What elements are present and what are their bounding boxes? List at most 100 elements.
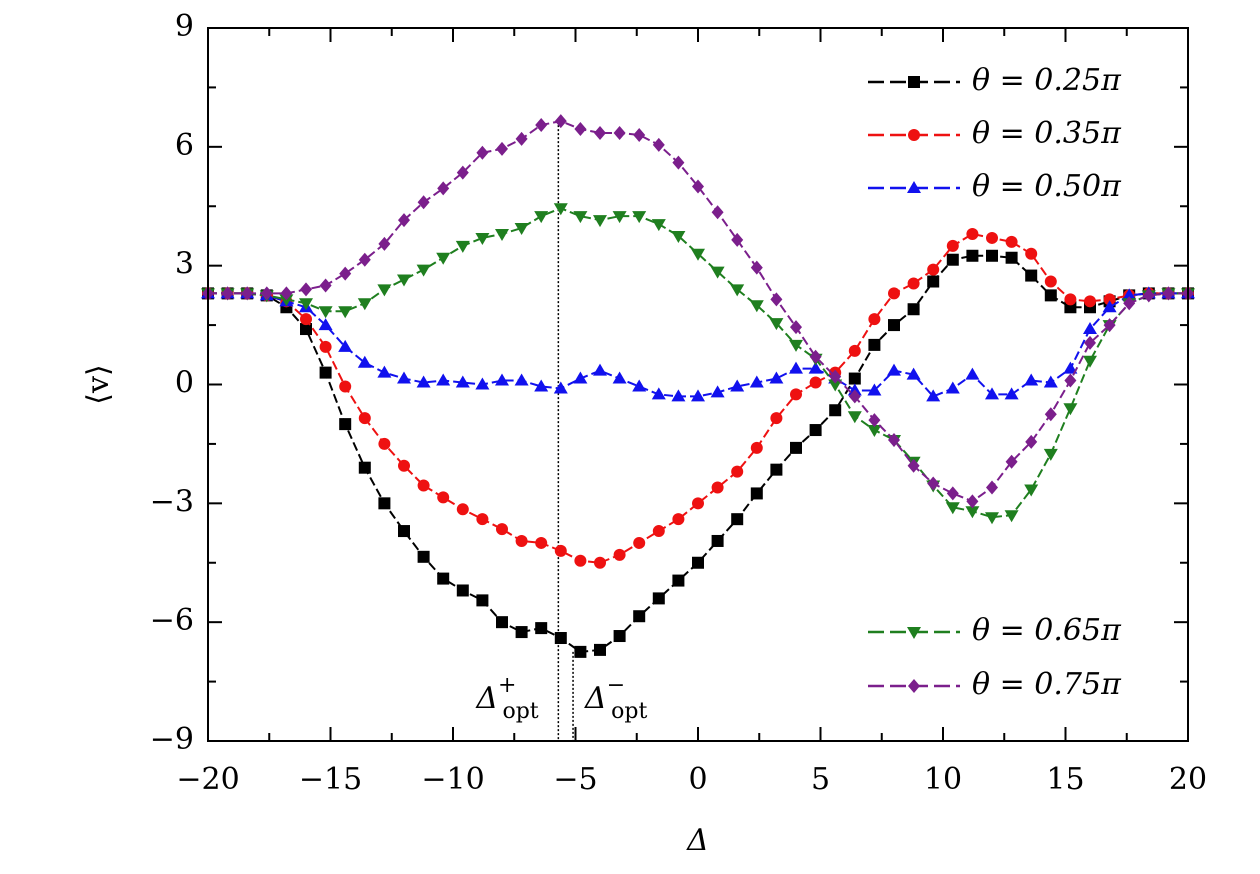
annotation-sup: + xyxy=(498,673,516,698)
marker xyxy=(966,227,979,240)
y-tick-label: 6 xyxy=(175,128,194,163)
marker xyxy=(907,458,920,473)
marker xyxy=(1044,407,1057,422)
marker xyxy=(416,264,431,277)
marker xyxy=(692,556,704,569)
marker xyxy=(888,432,900,447)
marker xyxy=(651,219,666,232)
annotation-label: Δ− opt xyxy=(584,673,647,724)
marker xyxy=(828,379,843,392)
marker xyxy=(750,260,763,275)
marker xyxy=(339,266,352,281)
marker xyxy=(790,388,802,401)
marker xyxy=(769,371,784,384)
annotation-sub: opt xyxy=(502,699,538,724)
marker xyxy=(1043,375,1058,388)
marker xyxy=(985,387,999,400)
marker xyxy=(594,125,606,140)
marker xyxy=(613,125,626,140)
marker xyxy=(398,525,410,538)
marker xyxy=(652,592,665,605)
marker xyxy=(437,572,450,585)
marker xyxy=(749,375,764,388)
marker xyxy=(652,137,665,152)
marker xyxy=(475,377,490,390)
marker xyxy=(456,584,469,597)
legend-label: θ = 0.25π xyxy=(972,63,1122,98)
marker xyxy=(632,211,647,224)
marker xyxy=(534,211,549,224)
marker xyxy=(731,232,744,247)
marker xyxy=(319,278,332,293)
marker xyxy=(319,340,332,353)
marker xyxy=(730,284,745,297)
marker xyxy=(1044,289,1057,302)
x-tick-label: −10 xyxy=(421,762,484,797)
legend-label: θ = 0.75π xyxy=(972,667,1122,702)
marker xyxy=(652,525,665,538)
marker xyxy=(907,277,920,290)
marker xyxy=(908,679,920,693)
marker xyxy=(868,413,881,428)
marker xyxy=(535,118,548,133)
marker xyxy=(946,486,959,501)
marker xyxy=(848,372,861,385)
marker xyxy=(397,371,411,384)
y-tick-label: −9 xyxy=(150,722,194,757)
marker xyxy=(808,361,823,374)
marker xyxy=(378,236,391,251)
marker xyxy=(867,383,882,396)
marker xyxy=(632,379,647,392)
marker xyxy=(358,412,371,425)
marker xyxy=(417,550,430,563)
marker xyxy=(1004,387,1019,400)
marker xyxy=(789,339,803,352)
legend-label: θ = 0.35π xyxy=(972,116,1122,151)
marker xyxy=(594,643,606,656)
marker xyxy=(1063,361,1078,374)
marker xyxy=(965,367,980,380)
marker xyxy=(769,318,784,331)
marker xyxy=(908,76,920,88)
marker xyxy=(496,616,508,629)
marker xyxy=(868,313,881,326)
marker xyxy=(907,181,921,193)
marker xyxy=(986,480,998,495)
marker xyxy=(671,230,686,243)
marker xyxy=(417,479,430,492)
marker xyxy=(710,385,725,398)
marker xyxy=(593,363,607,376)
marker xyxy=(377,365,392,378)
marker xyxy=(574,645,587,658)
marker xyxy=(927,263,940,276)
marker xyxy=(496,523,508,536)
marker xyxy=(1123,296,1136,311)
marker xyxy=(573,371,588,384)
marker xyxy=(986,249,998,262)
x-tick-label: 15 xyxy=(1046,762,1084,797)
annotation-sub: opt xyxy=(611,699,647,724)
series-line xyxy=(208,232,1188,564)
marker xyxy=(300,282,312,297)
marker xyxy=(260,286,273,301)
marker xyxy=(790,441,802,454)
marker xyxy=(1043,448,1058,461)
marker xyxy=(339,418,352,431)
marker xyxy=(1005,251,1018,264)
marker xyxy=(888,319,900,332)
marker xyxy=(455,240,470,253)
marker xyxy=(554,544,567,557)
annotation-label: Δ+ opt xyxy=(475,673,538,724)
marker xyxy=(829,369,842,384)
marker xyxy=(1044,275,1057,288)
x-tick-label: −20 xyxy=(176,762,239,797)
marker xyxy=(535,536,548,549)
marker xyxy=(377,284,392,297)
marker xyxy=(809,376,822,389)
marker xyxy=(318,318,333,331)
marker xyxy=(985,512,999,525)
marker xyxy=(594,556,606,569)
marker xyxy=(888,287,900,300)
marker xyxy=(966,249,979,262)
